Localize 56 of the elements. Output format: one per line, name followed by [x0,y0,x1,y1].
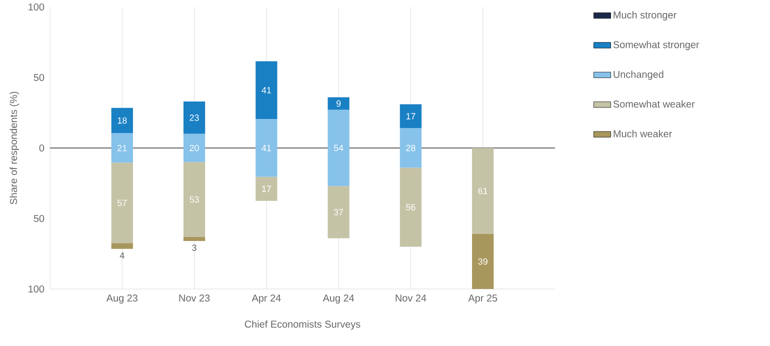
data-label: 54 [334,144,344,152]
data-label: 21 [118,144,127,152]
y-axis-title: Share of respondents (%) [10,92,20,204]
legend-label: Much stronger [614,11,676,20]
y-tick-label: 100 [28,285,44,293]
legend-label: Unchanged [614,70,664,80]
legend-label: Somewhat stronger [613,40,700,50]
bar [183,101,206,134]
data-label: 56 [406,204,416,210]
x-axis-title: Chief Economists Surveys [244,320,360,330]
data-label: 37 [334,208,344,216]
data-label: 61 [478,188,488,194]
bar [183,236,206,242]
x-tick-label: Nov 23 [179,294,210,302]
legend-label: Much weaker [614,130,672,138]
bar [256,61,278,120]
data-label: 41 [262,144,271,152]
x-tick-label: Apr 24 [252,294,281,304]
legend-label: Somewhat weaker [613,100,695,108]
bar [400,168,422,247]
y-tick-label: 100 [28,3,44,11]
bar [183,162,206,237]
y-tick-label: 50 [34,214,44,222]
bar [183,134,206,162]
bar [400,128,422,168]
data-label: 53 [190,196,199,203]
data-label: 9 [336,100,341,107]
x-tick-label: Apr 25 [468,294,498,304]
bar [256,176,278,201]
x-tick-label: Nov 24 [396,294,426,302]
bar [472,234,494,289]
x-tick-label: Aug 24 [322,294,354,304]
data-label: 41 [262,87,271,94]
bar [400,104,422,128]
bar [111,243,133,249]
data-label: 28 [406,144,416,152]
x-tick-label: Aug 23 [106,294,138,304]
data-label: 39 [478,258,488,265]
data-label: 3 [192,244,196,251]
bar [111,108,133,134]
data-label: 23 [190,114,199,121]
bar [328,97,350,110]
y-tick-label: 0 [39,144,44,152]
bar [472,148,494,234]
data-label: 57 [118,200,127,206]
bar [256,119,278,177]
data-label: 18 [118,117,127,124]
bar [328,110,350,186]
data-label: 17 [262,186,271,192]
data-label: 20 [190,144,199,152]
data-label: 4 [120,252,124,259]
bar [111,162,133,244]
y-tick-label: 50 [34,74,44,82]
bar [328,186,350,238]
data-label: 17 [406,113,416,120]
bar [111,133,133,163]
